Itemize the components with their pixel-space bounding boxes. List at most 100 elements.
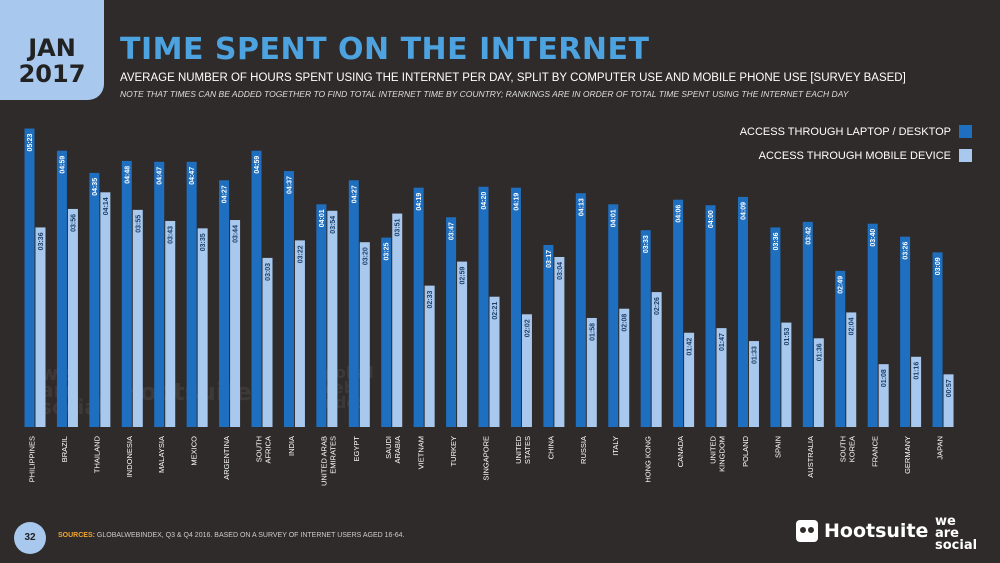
category-label: SOUTH bbox=[838, 436, 847, 462]
category-label: RUSSIA bbox=[579, 436, 588, 464]
bar-mobile bbox=[100, 192, 111, 427]
category-label: EMIRATES bbox=[328, 436, 337, 474]
data-label-mobile: 01:16 bbox=[914, 362, 921, 380]
category-label: MEXICO bbox=[190, 436, 199, 466]
bar-mobile bbox=[457, 261, 468, 427]
bar-desktop bbox=[316, 204, 327, 427]
category-label: AUSTRALIA bbox=[806, 436, 815, 478]
bar-mobile bbox=[294, 240, 305, 427]
category-label: SOUTH bbox=[255, 436, 264, 462]
bar-desktop bbox=[608, 204, 619, 427]
bar-desktop bbox=[770, 227, 781, 427]
category-label: BRAZIL bbox=[60, 436, 69, 462]
category-label: FRANCE bbox=[871, 436, 880, 467]
category-label: PHILIPPINES bbox=[28, 436, 37, 482]
bar-desktop bbox=[89, 172, 100, 427]
legend-item-desktop: ACCESS THROUGH LAPTOP / DESKTOP bbox=[740, 125, 972, 138]
category-label: AFRICA bbox=[264, 436, 273, 464]
data-label-desktop: 04:20 bbox=[481, 192, 488, 210]
data-label-desktop: 04:01 bbox=[611, 209, 618, 227]
category-label: VIETNAM bbox=[417, 436, 426, 469]
category-label: KOREA bbox=[847, 436, 856, 462]
data-label-mobile: 01:36 bbox=[816, 343, 823, 361]
bar-desktop bbox=[802, 221, 813, 427]
page-subtitle: AVERAGE NUMBER OF HOURS SPENT USING THE … bbox=[120, 72, 906, 84]
hootsuite-wordmark: Hootsuite bbox=[824, 520, 929, 542]
bar-desktop bbox=[900, 236, 911, 427]
data-label-desktop: 03:33 bbox=[643, 235, 650, 253]
data-label-mobile: 01:47 bbox=[719, 333, 726, 351]
category-label: CHINA bbox=[546, 436, 555, 459]
data-label-desktop: 03:26 bbox=[903, 242, 910, 260]
data-label-desktop: 03:42 bbox=[805, 227, 812, 245]
bar-desktop bbox=[251, 150, 262, 427]
bar-mobile bbox=[262, 257, 273, 427]
page-number: 32 bbox=[14, 522, 46, 554]
category-label: UNITED bbox=[514, 435, 523, 464]
bar-mobile bbox=[943, 374, 954, 427]
data-label-desktop: 05:23 bbox=[27, 133, 34, 151]
we-are-social-are: are bbox=[935, 526, 960, 541]
we-are-social-we: we bbox=[935, 514, 956, 529]
bar-mobile bbox=[132, 209, 143, 427]
bar-desktop bbox=[478, 186, 489, 427]
data-label-mobile: 02:04 bbox=[849, 317, 856, 335]
sources-text: GLOBALWEBINDEX, Q3 & Q4 2016. BASED ON A… bbox=[96, 532, 405, 539]
data-label-desktop: 04:19 bbox=[513, 193, 520, 211]
category-label: EGYPT bbox=[352, 436, 361, 462]
data-label-mobile: 03:36 bbox=[38, 232, 45, 250]
bar-desktop bbox=[867, 223, 878, 427]
legend-swatch-desktop bbox=[959, 125, 972, 138]
bar-mobile bbox=[651, 292, 662, 427]
bar-desktop bbox=[835, 270, 846, 427]
bar-desktop bbox=[640, 230, 651, 427]
data-label-mobile: 03:03 bbox=[265, 263, 272, 281]
bar-mobile bbox=[878, 364, 889, 427]
category-label: INDIA bbox=[287, 436, 296, 456]
data-label-desktop: 04:27 bbox=[222, 185, 229, 203]
data-label-mobile: 02:02 bbox=[524, 319, 531, 337]
data-label-mobile: 01:42 bbox=[687, 338, 694, 356]
page-title: TIME SPENT ON THE INTERNET bbox=[120, 32, 650, 67]
data-label-desktop: 03:36 bbox=[773, 232, 780, 250]
bar-mobile bbox=[489, 296, 500, 427]
bar-mobile bbox=[392, 213, 403, 427]
bar-mobile bbox=[197, 228, 208, 427]
bar-desktop bbox=[381, 237, 392, 427]
data-label-desktop: 04:59 bbox=[59, 156, 66, 174]
category-label: CANADA bbox=[676, 436, 685, 467]
category-label: UNITED ARAB bbox=[319, 436, 328, 486]
category-label: SAUDI bbox=[384, 436, 393, 459]
data-label-mobile: 02:26 bbox=[654, 297, 661, 315]
category-label: SINGAPORE bbox=[482, 436, 491, 481]
category-label: GERMANY bbox=[903, 436, 912, 474]
bar-mobile bbox=[846, 312, 857, 427]
legend-item-mobile: ACCESS THROUGH MOBILE DEVICE bbox=[759, 149, 972, 162]
bar-mobile bbox=[35, 227, 46, 427]
data-label-desktop: 03:17 bbox=[546, 250, 553, 268]
category-label: STATES bbox=[523, 436, 532, 464]
bar-desktop bbox=[673, 199, 684, 427]
we-are-social-logo: we are social bbox=[935, 514, 978, 553]
data-label-mobile: 01:33 bbox=[751, 346, 758, 364]
bar-desktop bbox=[510, 187, 521, 427]
category-label: JAPAN bbox=[936, 436, 945, 460]
we-are-social-social: social bbox=[935, 538, 978, 553]
bar-desktop bbox=[737, 196, 748, 427]
bar-desktop bbox=[154, 161, 165, 427]
category-label: ARGENTINA bbox=[222, 436, 231, 480]
bar-mobile bbox=[230, 220, 241, 427]
bar-mobile bbox=[684, 332, 695, 427]
sources-label: SOURCES: bbox=[58, 532, 95, 539]
data-label-desktop: 04:35 bbox=[92, 178, 99, 196]
data-label-desktop: 02:49 bbox=[838, 276, 845, 294]
category-label: INDONESIA bbox=[125, 436, 134, 477]
data-label-mobile: 03:04 bbox=[557, 262, 564, 280]
data-label-mobile: 01:53 bbox=[784, 327, 791, 345]
data-label-desktop: 04:13 bbox=[578, 198, 585, 216]
category-label: ARABIA bbox=[393, 436, 402, 464]
bar-mobile bbox=[748, 341, 759, 427]
legend-label-mobile: ACCESS THROUGH MOBILE DEVICE bbox=[758, 149, 951, 162]
data-label-mobile: 02:21 bbox=[492, 302, 499, 320]
